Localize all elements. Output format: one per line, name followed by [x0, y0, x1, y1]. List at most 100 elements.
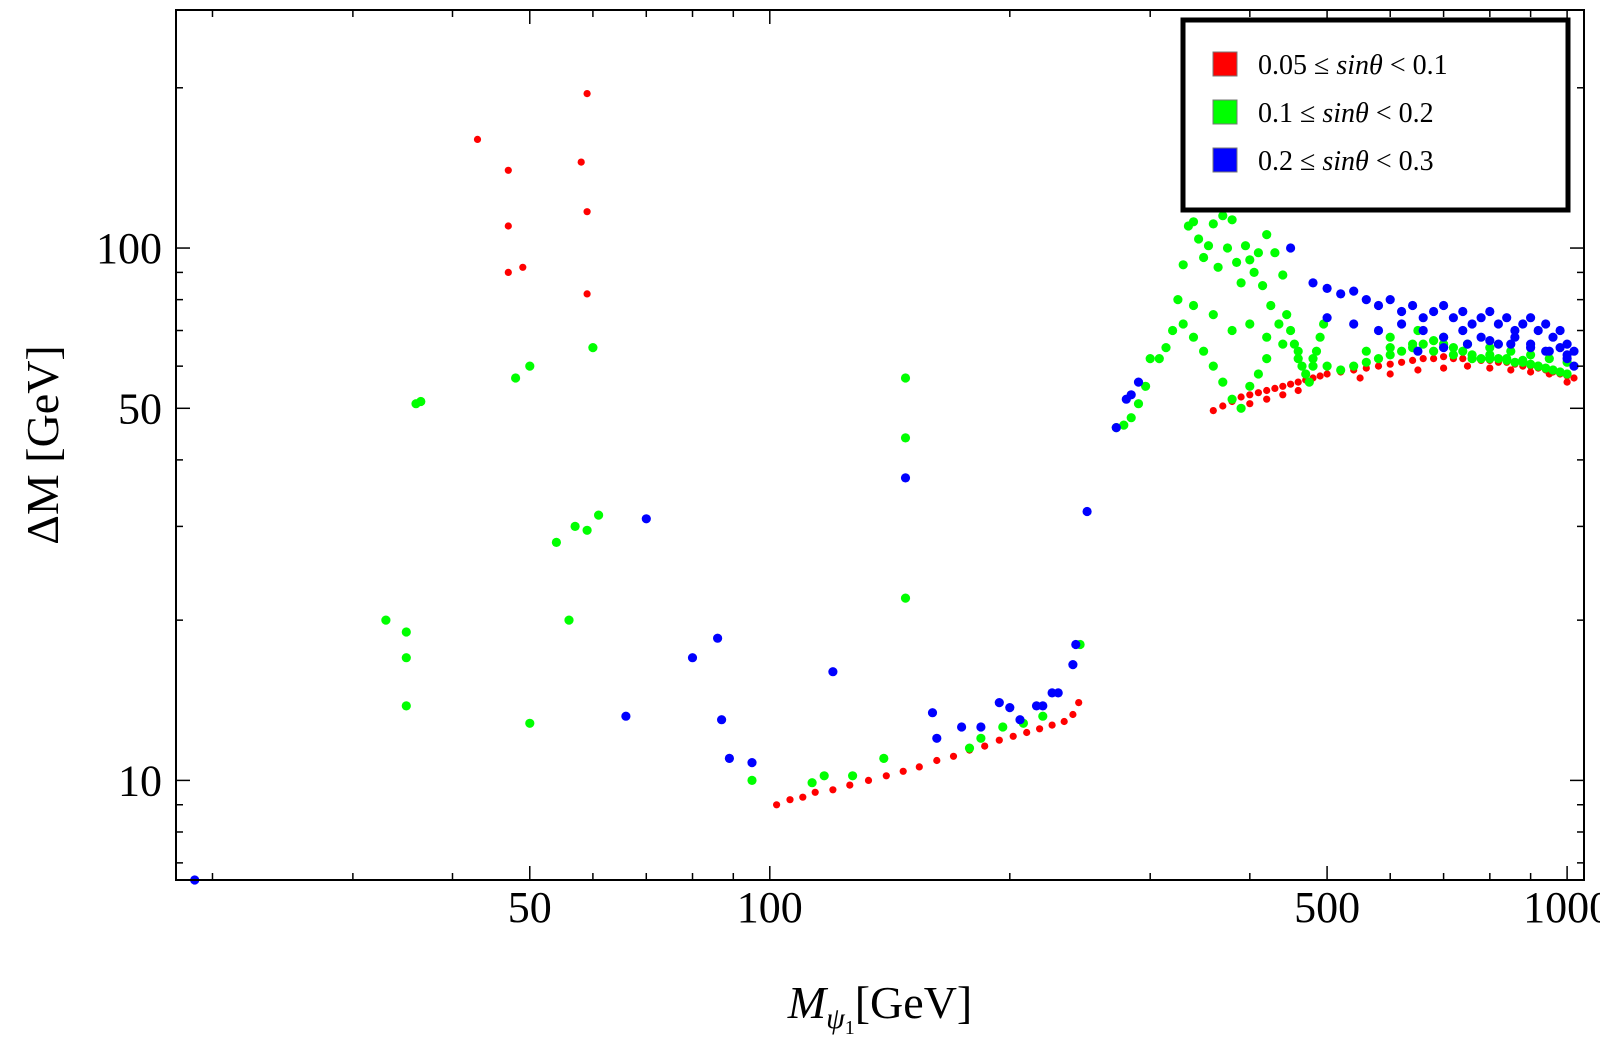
data-point [1178, 319, 1188, 329]
data-point [1219, 402, 1227, 410]
plot-frame [175, 9, 1585, 881]
data-point [1373, 325, 1384, 336]
data-point [1240, 241, 1251, 251]
data-point [577, 158, 585, 166]
data-point [900, 473, 911, 483]
data-point [995, 736, 1003, 744]
data-point [1038, 711, 1048, 721]
data-point [1188, 332, 1199, 342]
data-point [1245, 381, 1255, 391]
data-point [1418, 325, 1428, 336]
data-point [1458, 325, 1468, 336]
data-point [1361, 346, 1371, 356]
data-point [1322, 361, 1332, 371]
data-point [1178, 260, 1188, 270]
data-point [1048, 721, 1056, 729]
data-point [1418, 313, 1428, 323]
data-point [1506, 339, 1516, 349]
data-point [1282, 310, 1292, 320]
data-point [1245, 319, 1255, 329]
data-point [949, 752, 958, 760]
data-point [1203, 241, 1214, 251]
data-point [994, 698, 1004, 708]
data-point [473, 135, 482, 143]
data-point [1544, 346, 1554, 356]
data-point [848, 771, 858, 781]
data-point [1385, 332, 1395, 342]
data-point [1386, 370, 1394, 378]
data-point [1413, 346, 1423, 356]
data-point [1361, 295, 1371, 305]
data-point [1485, 336, 1495, 346]
data-point [1555, 367, 1565, 377]
ticks-layer [176, 10, 1584, 880]
data-point [510, 373, 521, 383]
data-point [1119, 420, 1129, 430]
data-point [1386, 360, 1394, 368]
data-point [1476, 354, 1486, 364]
legend-swatch [1212, 99, 1238, 125]
data-point [1218, 377, 1228, 387]
data-point [976, 722, 986, 732]
legend-swatch [1212, 147, 1238, 173]
data-point [1397, 319, 1407, 329]
data-point [1145, 354, 1155, 364]
data-point [933, 756, 941, 765]
data-point [1429, 346, 1439, 356]
data-point [1031, 701, 1042, 711]
data-point [551, 537, 562, 548]
data-point [1082, 506, 1092, 517]
data-point [1188, 300, 1199, 311]
legend-label: 0.1 ≤ sinθ < 0.2 [1258, 98, 1434, 129]
data-point [1336, 289, 1346, 299]
data-point [1356, 374, 1364, 382]
data-point [1439, 300, 1449, 311]
data-point [1209, 407, 1217, 415]
data-point [1562, 369, 1572, 379]
data-point [1510, 357, 1520, 367]
data-point [1336, 365, 1346, 375]
data-point [1361, 357, 1371, 367]
data-point [641, 514, 651, 524]
data-point [519, 263, 527, 271]
data-point [1349, 361, 1359, 371]
data-point [1555, 343, 1565, 353]
data-point [713, 633, 723, 643]
data-point [1544, 354, 1554, 364]
data-point [401, 701, 411, 711]
data-point [1023, 728, 1031, 737]
data-point [1279, 391, 1287, 399]
data-point [1237, 393, 1245, 401]
data-point [1036, 725, 1044, 733]
legend: 0.05 ≤ sinθ < 0.1 0.1 ≤ sinθ < 0.2 0.2 ≤ s… [1180, 17, 1571, 213]
data-point [932, 733, 942, 743]
data-point [401, 653, 411, 663]
data-point [1373, 354, 1384, 364]
data-point [1199, 252, 1209, 263]
x-axis-title-subsub: 1 [845, 1017, 855, 1035]
data-point [1527, 368, 1535, 376]
data-point [899, 767, 907, 775]
data-point [1485, 306, 1495, 317]
data-point [1502, 313, 1512, 323]
legend-label: 0.2 ≤ sinθ < 0.3 [1258, 146, 1434, 177]
data-point [1349, 286, 1359, 296]
data-point [1311, 346, 1322, 356]
data-point [504, 166, 512, 174]
data-point [1486, 364, 1494, 372]
legend-box [1180, 17, 1571, 213]
data-point [1518, 319, 1528, 329]
data-point [1533, 325, 1543, 336]
data-point [829, 786, 837, 794]
data-point [1227, 394, 1237, 404]
data-point [1385, 343, 1395, 353]
data-point [1493, 354, 1503, 364]
data-point [1541, 319, 1551, 329]
data-point [1493, 319, 1503, 329]
data-point [1254, 389, 1262, 397]
data-point [416, 396, 426, 407]
data-point [1322, 283, 1332, 293]
data-point [1373, 300, 1384, 311]
data-point [1262, 230, 1272, 240]
